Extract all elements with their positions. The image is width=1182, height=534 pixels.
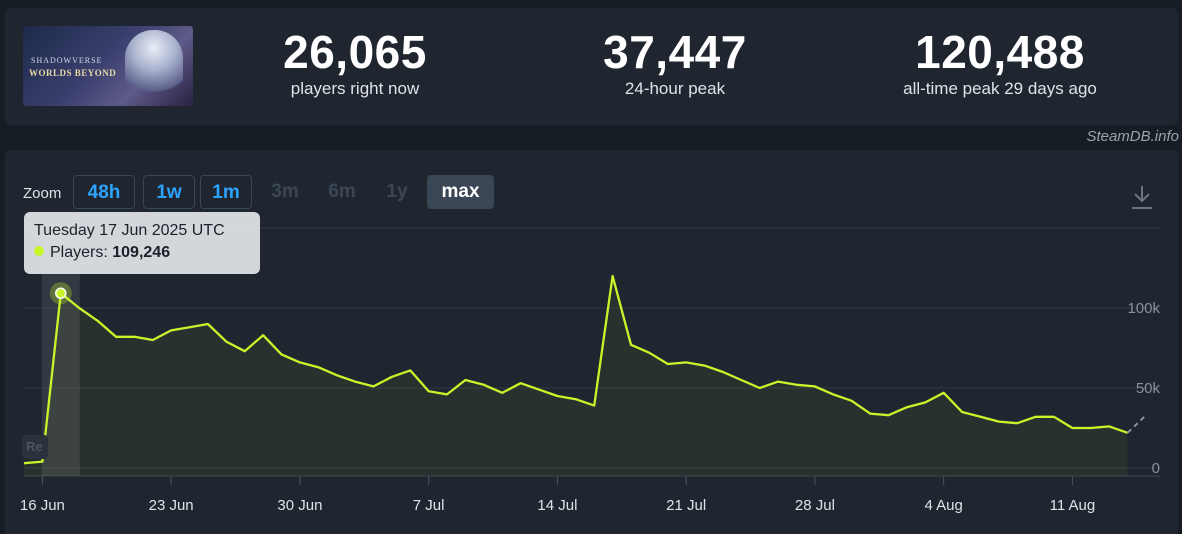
current-players-label: players right now <box>290 79 420 98</box>
all-time-peak-value: 120,488 <box>915 26 1085 78</box>
reset-zoom-button[interactable]: Re <box>22 435 48 459</box>
tooltip-value: 109,246 <box>112 244 171 261</box>
series-line-players <box>23 274 1128 465</box>
stat-current-players: 26,065 players right now <box>245 26 465 100</box>
24h-peak-value: 37,447 <box>603 26 747 78</box>
chart-grid <box>24 227 1160 477</box>
x-tick-label: 4 Aug <box>924 497 962 514</box>
zoom-max-button[interactable]: max <box>427 175 494 209</box>
x-tick-label: 30 Jun <box>277 497 322 514</box>
download-icon[interactable] <box>1130 184 1154 210</box>
x-axis: 16 Jun 23 Jun 30 Jun 7 Jul 14 Jul 21 Jul 28 Ju… <box>20 476 1095 514</box>
zoom-1w-button[interactable]: 1w <box>143 175 195 209</box>
zoom-48h-button[interactable]: 48h <box>73 175 135 209</box>
y-tick-label: 100k <box>1127 300 1160 317</box>
x-tick-label: 14 Jul <box>537 497 577 514</box>
steamdb-watermark[interactable]: SteamDB.info <box>1086 128 1179 145</box>
tooltip-row: Players: 109,246 <box>34 241 250 265</box>
logo-title-line1: SHADOWVERSE <box>31 56 103 65</box>
x-tick-label: 23 Jun <box>149 497 194 514</box>
tooltip-date: Tuesday 17 Jun 2025 UTC <box>34 222 225 239</box>
x-tick-label: 11 Aug <box>1050 497 1096 514</box>
series-forecast-line <box>1126 414 1147 434</box>
zoom-1y-button[interactable]: 1y <box>386 181 408 202</box>
highlight-point[interactable] <box>55 287 67 299</box>
y-axis: 0 50k 100k <box>1127 300 1160 477</box>
stat-all-time-peak: 120,488 all-time peak 29 days ago <box>865 26 1135 100</box>
24h-peak-label: 24-hour peak <box>624 79 726 98</box>
game-logo[interactable]: SHADOWVERSE WORLDS BEYOND <box>23 26 193 106</box>
x-tick-label: 7 Jul <box>413 497 445 514</box>
x-tick-label: 16 Jun <box>20 497 65 514</box>
logo-title-line2: WORLDS BEYOND <box>29 68 117 78</box>
zoom-3m-button[interactable]: 3m <box>271 181 299 202</box>
stats-panel: SHADOWVERSE WORLDS BEYOND 26,065 players… <box>5 8 1178 125</box>
tooltip-series-label: Players: <box>50 244 108 261</box>
chart-tooltip: Tuesday 17 Jun 2025 UTC Players: 109,246 <box>24 212 260 274</box>
all-time-peak-label: all-time peak 29 days ago <box>903 79 1097 98</box>
series-color-dot <box>34 246 44 256</box>
series-area <box>24 276 1128 476</box>
x-tick-label: 21 Jul <box>666 497 706 514</box>
zoom-6m-button[interactable]: 6m <box>328 181 356 202</box>
x-tick-label: 28 Jul <box>795 497 835 514</box>
zoom-1m-button[interactable]: 1m <box>200 175 252 209</box>
zoom-label: Zoom <box>23 185 62 202</box>
character-art <box>125 30 183 102</box>
y-tick-label: 50k <box>1136 380 1161 397</box>
y-tick-label: 0 <box>1152 460 1160 477</box>
stat-24h-peak: 37,447 24-hour peak <box>565 26 785 100</box>
current-players-value: 26,065 <box>283 26 427 78</box>
